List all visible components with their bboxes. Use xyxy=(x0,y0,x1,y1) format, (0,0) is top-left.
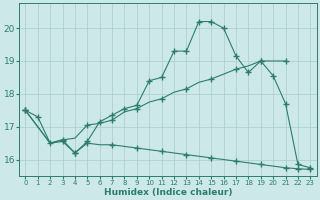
X-axis label: Humidex (Indice chaleur): Humidex (Indice chaleur) xyxy=(104,188,232,197)
